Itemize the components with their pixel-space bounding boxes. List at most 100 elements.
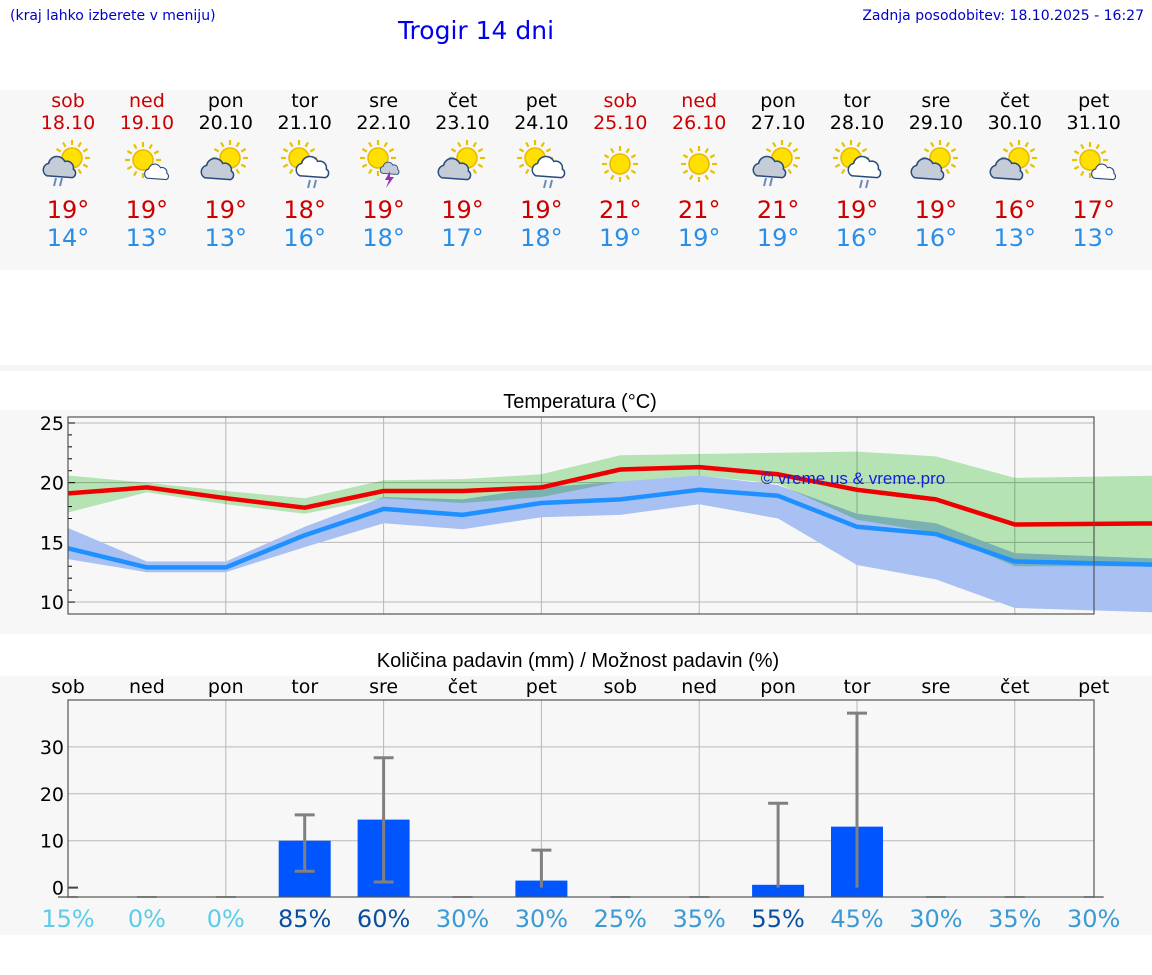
min-temperature: 18° bbox=[362, 224, 405, 252]
forecast-day: pon 27.10 21° 19° bbox=[738, 90, 818, 252]
day-date: 26.10 bbox=[671, 112, 727, 134]
precipitation-day-label: sob bbox=[604, 676, 638, 698]
min-temperature: 19° bbox=[756, 224, 800, 252]
precipitation-probability-label: 30% bbox=[515, 905, 568, 933]
day-name: tor bbox=[843, 90, 871, 112]
max-temperature: 21° bbox=[599, 196, 642, 224]
day-date: 19.10 bbox=[119, 112, 175, 134]
day-name: čet bbox=[1000, 90, 1030, 112]
precipitation-day-label: sre bbox=[369, 676, 398, 698]
temperature-y-tick-label: 25 bbox=[40, 413, 64, 435]
sun-icon bbox=[671, 138, 727, 194]
day-date: 29.10 bbox=[908, 112, 964, 134]
temperature-plot-frame bbox=[67, 416, 1095, 615]
forecast-day: sre 22.10 19° 18° bbox=[344, 90, 424, 252]
day-name: pon bbox=[207, 90, 244, 112]
forecast-day: sob 25.10 21° 19° bbox=[580, 90, 660, 252]
precipitation-day-label: čet bbox=[1000, 676, 1030, 698]
min-temperature: 13° bbox=[125, 224, 169, 252]
forecast-day: čet 30.10 16° 13° bbox=[975, 90, 1055, 252]
day-name: sre bbox=[369, 90, 399, 112]
day-name: pet bbox=[525, 90, 557, 112]
day-date: 27.10 bbox=[750, 112, 806, 134]
min-temperature: 16° bbox=[835, 224, 879, 252]
location-hint: (kraj lahko izberete v meniju) bbox=[10, 8, 216, 24]
forecast-day: tor 21.10 18° 16° bbox=[265, 90, 345, 252]
temperature-y-tick-label: 20 bbox=[40, 473, 64, 495]
day-name: pet bbox=[1078, 90, 1110, 112]
day-name: tor bbox=[291, 90, 319, 112]
precipitation-y-tick-label: 0 bbox=[52, 878, 64, 900]
min-temperature: 16° bbox=[283, 224, 326, 252]
precipitation-probability-label: 25% bbox=[594, 905, 647, 933]
max-temperature: 16° bbox=[993, 196, 1037, 224]
forecast-day: čet 23.10 19° 17° bbox=[423, 90, 503, 252]
sun-rain-cloud-icon bbox=[829, 138, 885, 194]
watermark: © vreme.us & vreme.pro bbox=[761, 469, 945, 488]
forecast-day: ned 19.10 19° 13° bbox=[107, 90, 187, 252]
page-title: Trogir 14 dni bbox=[397, 16, 555, 45]
min-temperature: 14° bbox=[46, 224, 90, 252]
max-temperature-band bbox=[68, 451, 1152, 567]
precipitation-probability-label: 30% bbox=[909, 905, 962, 933]
max-temperature: 18° bbox=[283, 196, 326, 224]
max-temperature: 17° bbox=[1072, 196, 1115, 224]
max-temperature: 19° bbox=[441, 196, 484, 224]
day-name: čet bbox=[447, 90, 478, 112]
forecast-day: ned 26.10 21° 19° bbox=[659, 90, 739, 252]
partly-sunny-drizzle-icon bbox=[40, 138, 96, 194]
precipitation-day-label: ned bbox=[681, 676, 717, 698]
precipitation-day-label: pon bbox=[760, 676, 796, 698]
forecast-day: pon 20.10 19° 13° bbox=[186, 90, 266, 252]
day-date: 31.10 bbox=[1066, 112, 1121, 134]
day-name: sob bbox=[51, 90, 85, 112]
sun-icon bbox=[592, 138, 648, 194]
max-temperature: 19° bbox=[125, 196, 169, 224]
precipitation-day-label: pet bbox=[1078, 676, 1109, 698]
day-date: 21.10 bbox=[277, 112, 332, 134]
day-date: 20.10 bbox=[198, 112, 253, 134]
divider bbox=[0, 365, 1152, 371]
min-temperature: 19° bbox=[677, 224, 721, 252]
precipitation-probability-label: 0% bbox=[207, 905, 245, 933]
precipitation-plot-frame bbox=[67, 699, 1095, 898]
precipitation-y-tick-label: 30 bbox=[40, 737, 64, 759]
max-temperature: 19° bbox=[835, 196, 879, 224]
precipitation-y-tick-label: 10 bbox=[40, 831, 64, 853]
precipitation-day-label: sob bbox=[51, 676, 85, 698]
last-updated: Zadnja posodobitev: 18.10.2025 - 16:27 bbox=[862, 8, 1144, 24]
min-temperature: 19° bbox=[599, 224, 642, 252]
precipitation-bar bbox=[752, 884, 805, 897]
max-temperature: 21° bbox=[756, 196, 800, 224]
min-temperature: 16° bbox=[914, 224, 958, 252]
precipitation-probability-label: 35% bbox=[673, 905, 726, 933]
day-date: 18.10 bbox=[40, 112, 96, 134]
last-updated-value: 18.10.2025 - 16:27 bbox=[1009, 8, 1144, 24]
sun-rain-cloud-icon bbox=[513, 138, 569, 194]
partly-sunny-drizzle-icon bbox=[750, 138, 806, 194]
day-name: sre bbox=[921, 90, 951, 112]
forecast-day: pet 24.10 19° 18° bbox=[501, 90, 581, 252]
forecast-day: sre 29.10 19° 16° bbox=[896, 90, 976, 252]
partly-cloudy-icon bbox=[435, 138, 491, 194]
min-temperature-line bbox=[67, 487, 1152, 570]
day-date: 23.10 bbox=[435, 112, 490, 134]
forecast-day: sob 18.10 19° 14° bbox=[28, 90, 108, 252]
max-temperature: 19° bbox=[520, 196, 563, 224]
sun-rain-cloud-icon bbox=[277, 138, 333, 194]
max-temperature: 19° bbox=[46, 196, 90, 224]
precipitation-day-label: sre bbox=[921, 676, 950, 698]
forecast-day: tor 28.10 19° 16° bbox=[817, 90, 897, 252]
temperature-y-tick-label: 15 bbox=[40, 532, 64, 554]
day-date: 25.10 bbox=[593, 112, 648, 134]
partly-cloudy-icon bbox=[908, 138, 964, 194]
day-name: sob bbox=[603, 90, 638, 112]
precipitation-day-label: pet bbox=[526, 676, 557, 698]
day-name: ned bbox=[681, 90, 718, 112]
daily-forecast-strip: sob 18.10 19° 14° ned 19.10 19° 13° pon 20.10 19° 1… bbox=[0, 90, 1152, 270]
precipitation-probability-label: 15% bbox=[41, 905, 94, 933]
precipitation-chart-title: Količina padavin (mm) / Možnost padavin … bbox=[377, 650, 779, 672]
precipitation-probability-label: 60% bbox=[357, 905, 410, 933]
day-date: 28.10 bbox=[829, 112, 885, 134]
